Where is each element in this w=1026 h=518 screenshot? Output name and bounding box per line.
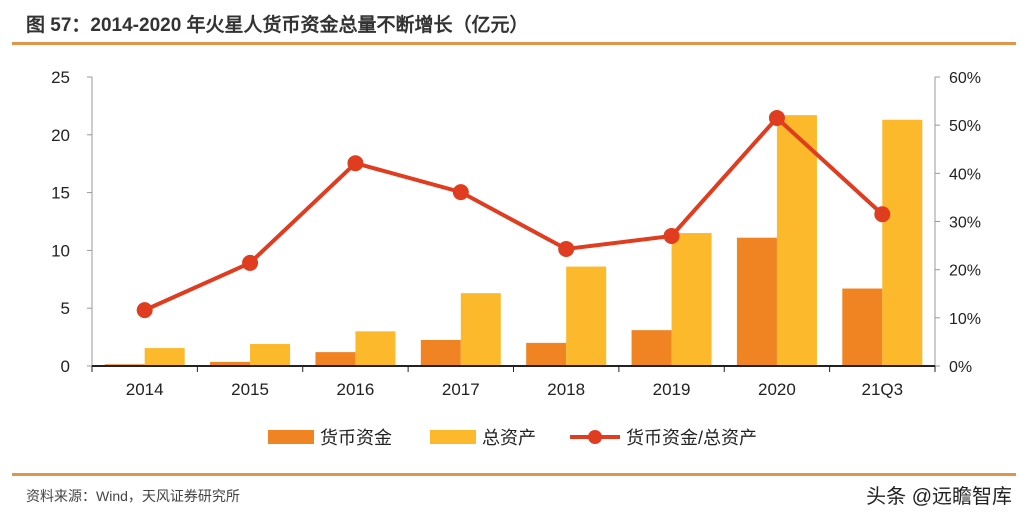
x-tick-label: 2019 — [653, 380, 691, 399]
legend-label-ratio: 货币资金/总资产 — [626, 428, 757, 448]
legend-marker-ratio — [588, 430, 602, 444]
right-tick-label: 10% — [949, 311, 981, 328]
left-tick-label: 10 — [51, 241, 70, 260]
left-tick-label: 5 — [61, 299, 70, 318]
ratio-point-2014 — [136, 302, 153, 319]
legend-label-assets: 总资产 — [482, 428, 536, 448]
bar-cash-2020 — [736, 237, 777, 366]
bar-assets-2016 — [355, 331, 396, 366]
bar-assets-2014 — [144, 348, 185, 366]
right-tick-label: 20% — [949, 263, 981, 280]
bar-cash-2018 — [526, 342, 567, 366]
bar-assets-2015 — [250, 344, 291, 366]
ratio-line — [143, 115, 884, 312]
x-tick-label: 2017 — [442, 380, 480, 399]
chart: 0 5 10 15 20 25 0% 10% 20% 30% 40% 50% 60% 2014 2015 20… — [51, 68, 981, 448]
ratio-point-2015 — [242, 254, 259, 271]
bar-assets-2018 — [566, 266, 607, 366]
left-tick-label: 20 — [51, 126, 70, 145]
bar-assets-2017 — [460, 293, 501, 366]
x-tick-label: 2015 — [231, 380, 269, 399]
bar-assets-21Q3 — [882, 119, 923, 366]
ratio-point-2020 — [768, 109, 785, 126]
left-tick-label: 25 — [51, 68, 70, 87]
x-tick-label: 2018 — [547, 380, 585, 399]
x-tick-label: 2020 — [758, 380, 796, 399]
bar-assets-2019 — [671, 233, 712, 366]
right-tick-label: 0% — [949, 359, 972, 376]
right-tick-label: 30% — [949, 215, 981, 232]
right-tick-label: 40% — [949, 166, 981, 183]
bar-cash-2019 — [631, 330, 672, 366]
watermark: 头条 @远瞻智库 — [866, 486, 1012, 508]
legend-swatch-assets — [430, 430, 476, 444]
source-note: 资料来源：Wind，天风证券研究所 — [26, 488, 240, 504]
x-tick-label: 2014 — [126, 380, 164, 399]
left-tick-label: 15 — [51, 184, 70, 203]
left-tick-label: 0 — [61, 357, 70, 376]
title-rule — [12, 42, 1016, 45]
legend-swatch-cash — [268, 430, 314, 444]
chart-title: 图 57：2014-2020 年火星人货币资金总量不断增长（亿元） — [26, 15, 529, 36]
legend-label-cash: 货币资金 — [320, 428, 392, 448]
ratio-point-2016 — [347, 155, 364, 172]
right-tick-label: 50% — [949, 118, 981, 135]
bar-cash-2016 — [315, 352, 356, 366]
bar-cash-2017 — [420, 339, 461, 366]
ratio-point-2017 — [452, 184, 469, 201]
ratio-point-2018 — [558, 240, 575, 257]
x-tick-label: 2016 — [337, 380, 375, 399]
right-tick-label: 60% — [949, 70, 981, 87]
footer-rule — [12, 473, 1016, 476]
ratio-point-21Q3 — [874, 206, 891, 223]
x-tick-label: 21Q3 — [862, 380, 904, 399]
bar-cash-2015 — [210, 361, 251, 366]
bar-assets-2020 — [776, 115, 817, 366]
ratio-point-2019 — [663, 227, 680, 244]
bar-cash-21Q3 — [842, 288, 883, 366]
